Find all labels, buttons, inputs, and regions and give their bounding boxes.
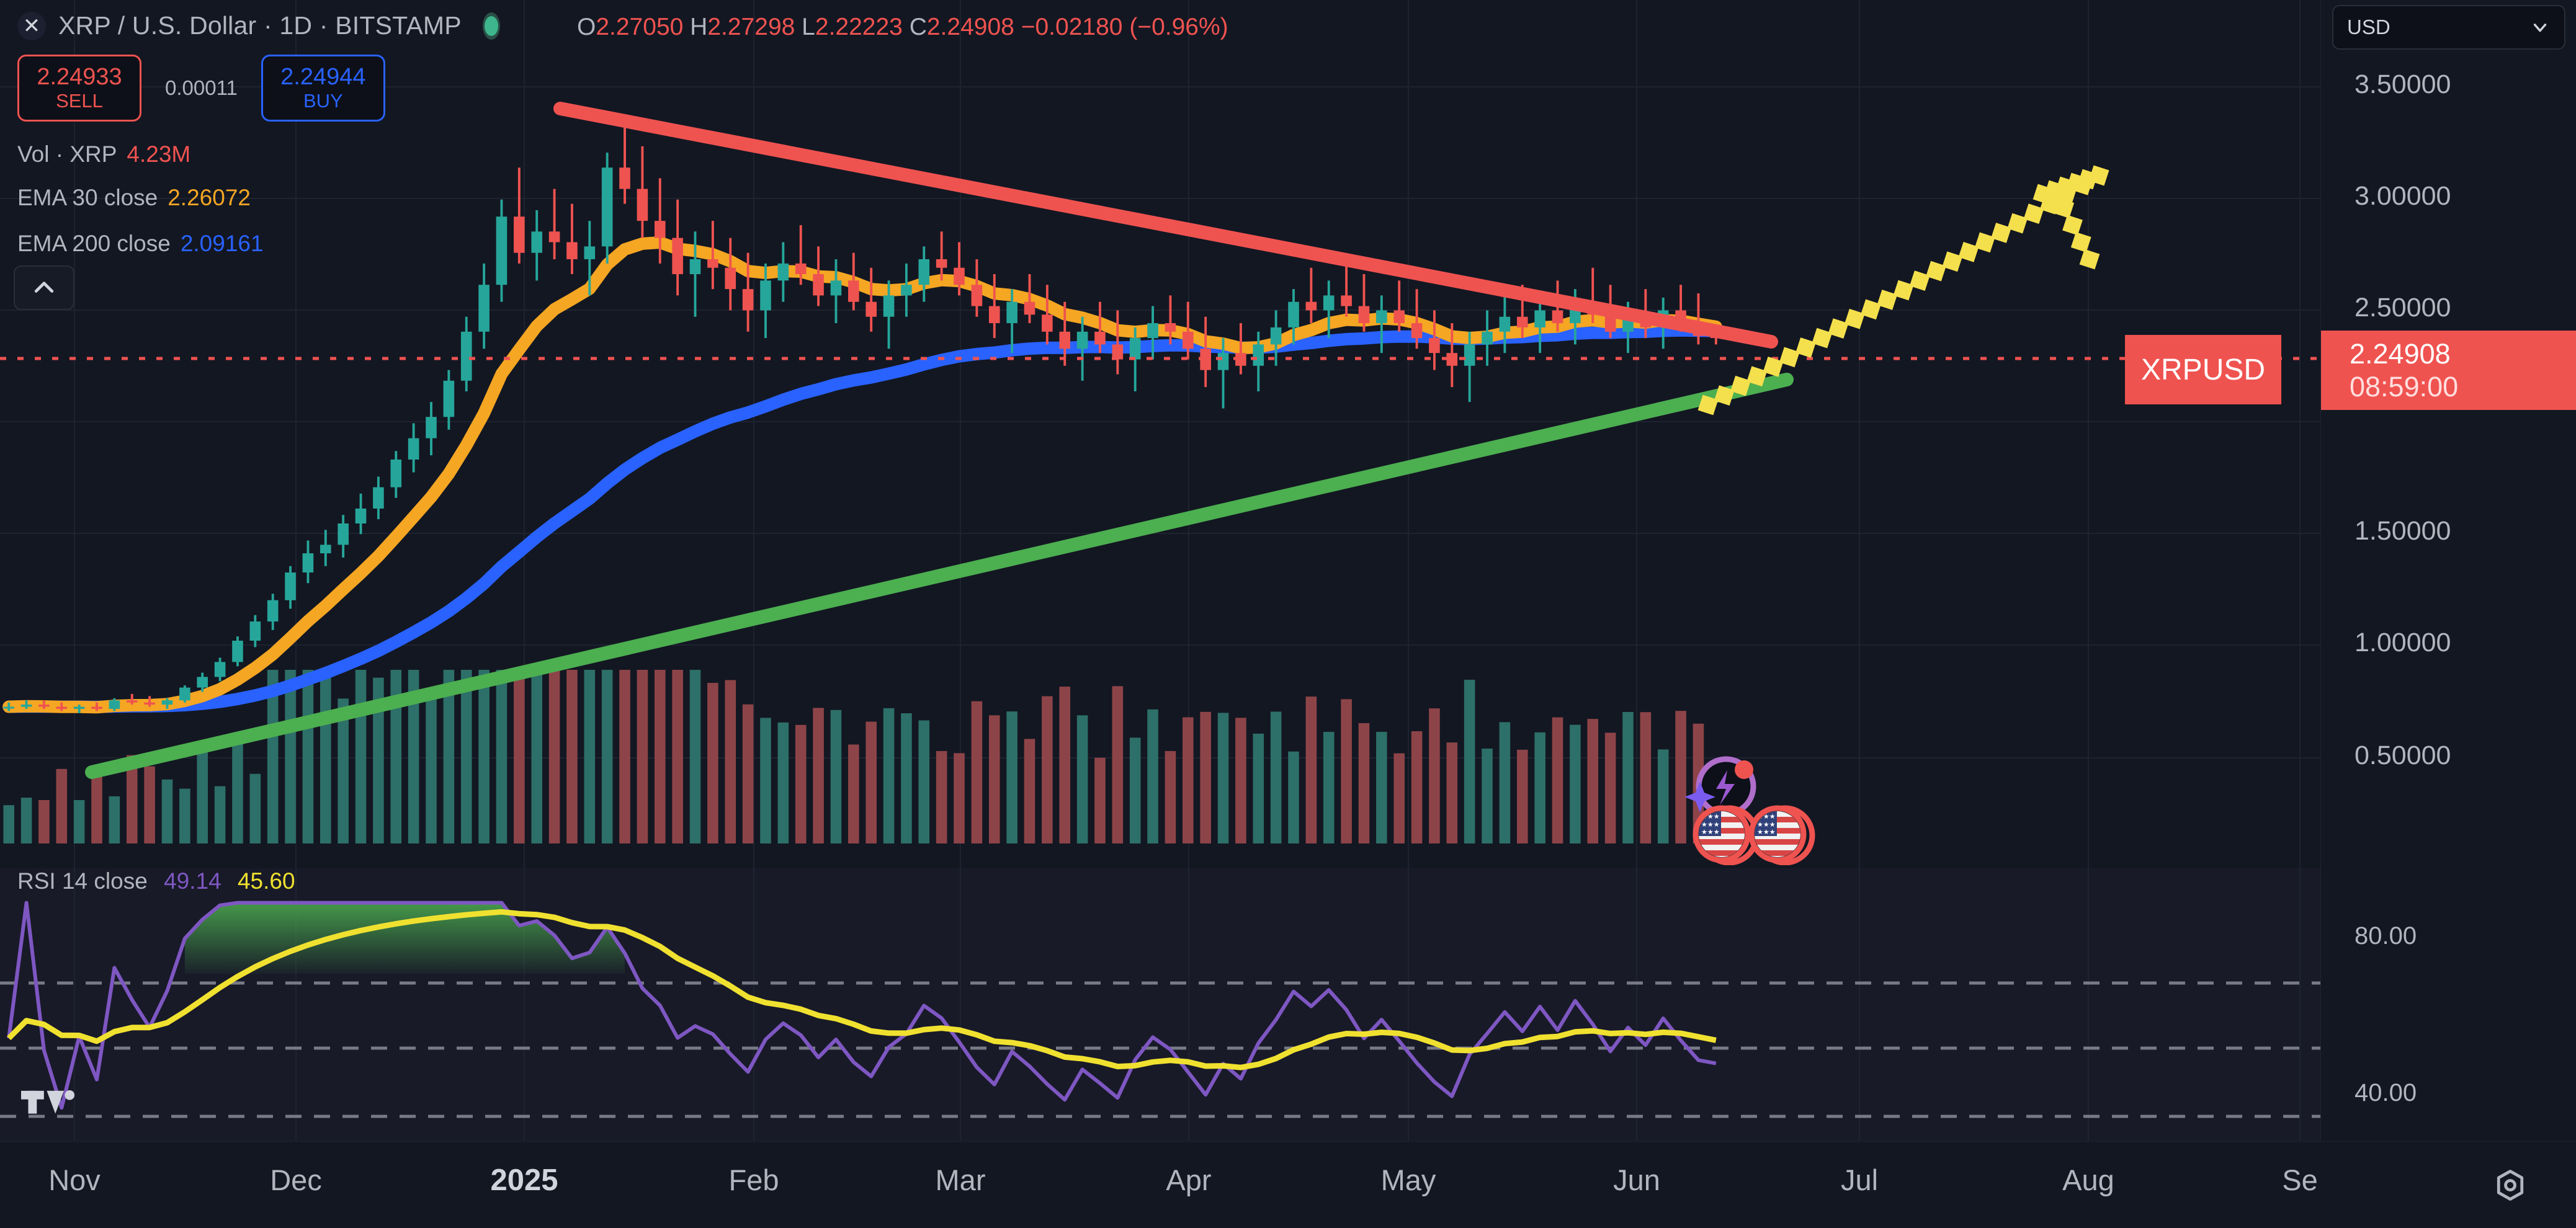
tradingview-logo — [21, 1090, 75, 1114]
xrp-icon: ✕ — [17, 11, 46, 40]
svg-text:★★★: ★★★ — [1701, 829, 1720, 836]
price-change: −0.02180 — [1021, 14, 1123, 40]
price-axis[interactable]: USD 3.50000 3.00000 2.50000 1.50000 1.00… — [2320, 0, 2576, 1228]
time-tick-apr: Apr — [1166, 1163, 1212, 1196]
price-change-percent: (−0.96%) — [1129, 14, 1228, 40]
rsi-label: RSI 14 close — [17, 868, 148, 894]
ascending-support-trendline[interactable] — [85, 373, 1794, 779]
time-tick-jun: Jun — [1613, 1163, 1660, 1196]
currency-select[interactable]: USD — [2332, 5, 2565, 50]
projection-path[interactable] — [1697, 165, 2109, 416]
svg-text:★★★: ★★★ — [1757, 829, 1776, 836]
spread-value: 0.00011 — [165, 76, 238, 99]
time-axis[interactable]: Nov Dec 2025 Feb Mar Apr May Jun Jul Aug… — [0, 1141, 2576, 1228]
buy-label: BUY — [303, 89, 343, 112]
market-status-indicator — [482, 12, 500, 40]
sell-button[interactable]: 2.24933 SELL — [17, 55, 141, 122]
buy-price: 2.24944 — [280, 64, 366, 91]
volume-label: Vol · XRP — [17, 141, 117, 167]
volume-bars — [3, 670, 1722, 843]
rsi-tick-80: 80.00 — [2355, 922, 2417, 950]
rsi-ma-line — [7, 909, 1717, 1070]
ema30-value: 2.26072 — [168, 185, 251, 210]
ema30-indicator-legend[interactable]: EMA 30 close 2.26072 — [17, 185, 251, 211]
rsi-indicator-legend[interactable]: RSI 14 close 49.14 45.60 — [17, 868, 295, 894]
svg-text:★★★: ★★★ — [1757, 821, 1776, 829]
svg-text:★★★: ★★★ — [1701, 821, 1720, 829]
low-key: L — [802, 14, 815, 40]
ema200-indicator-legend[interactable]: EMA 200 close 2.09161 — [17, 231, 264, 257]
gear-icon[interactable] — [2492, 1167, 2529, 1204]
ohlc-values: O2.27050 H2.27298 L2.22223 C2.24908 −0.0… — [577, 14, 1228, 41]
time-tick-feb: Feb — [728, 1163, 779, 1196]
descending-resistance-trendline[interactable] — [553, 102, 1778, 349]
symbol-price-tag: XRPUSD — [2125, 335, 2282, 404]
open-value: 2.27050 — [596, 14, 684, 40]
time-tick-dec: Dec — [270, 1163, 322, 1196]
low-value: 2.22223 — [815, 14, 903, 40]
symbol-title[interactable]: XRP / U.S. Dollar · 1D · BITSTAMP — [58, 11, 462, 40]
time-tick-aug: Aug — [2062, 1163, 2114, 1196]
buy-button[interactable]: 2.24944 BUY — [261, 55, 385, 122]
time-tick-mar: Mar — [935, 1163, 986, 1196]
rsi-value: 49.14 — [164, 868, 221, 894]
time-tick-may: May — [1380, 1163, 1436, 1196]
sell-price: 2.24933 — [37, 64, 122, 91]
trade-buttons: 2.24933 SELL 0.00011 2.24944 BUY — [17, 55, 385, 122]
ema30-label: EMA 30 close — [17, 185, 158, 210]
time-tick-jul: Jul — [1840, 1163, 1879, 1196]
sell-label: SELL — [56, 89, 103, 112]
rsi-line — [7, 901, 1717, 1110]
price-tick-3-50000: 3.50000 — [2355, 69, 2451, 99]
current-price-tag: 2.24908 08:59:00 — [2321, 331, 2576, 410]
ema-30-line — [2, 236, 1722, 714]
chevron-down-icon — [2533, 24, 2547, 32]
high-key: H — [690, 14, 708, 40]
us-flag-event-icon[interactable]: ★★★★★★★★★ — [1691, 803, 1760, 865]
close-key: C — [909, 14, 927, 40]
price-tick-0-50000: 0.50000 — [2355, 741, 2451, 770]
time-tick-sep: Se — [2282, 1163, 2318, 1196]
candlestick-series — [3, 114, 1722, 713]
ema-200-line — [2, 324, 1722, 713]
rsi-tick-40: 40.00 — [2355, 1079, 2417, 1106]
chevron-up-icon — [34, 282, 54, 293]
price-gridlines — [0, 86, 2320, 759]
price-tick-2-50000: 2.50000 — [2355, 293, 2451, 323]
volume-value: 4.23M — [127, 141, 191, 167]
symbol-tag-label: XRPUSD — [2141, 353, 2266, 386]
volume-indicator-legend[interactable]: Vol · XRP 4.23M — [17, 141, 190, 167]
close-value: 2.24908 — [926, 14, 1014, 40]
time-tick-2025: 2025 — [490, 1163, 558, 1197]
collapse-legend-button[interactable] — [14, 265, 74, 310]
high-value: 2.27298 — [707, 14, 795, 40]
bar-countdown: 08:59:00 — [2350, 371, 2459, 403]
price-tick-1-00000: 1.00000 — [2355, 628, 2451, 657]
symbol-row[interactable]: ✕ XRP / U.S. Dollar · 1D · BITSTAMP — [17, 11, 500, 40]
price-tick-3-00000: 3.00000 — [2355, 181, 2451, 211]
ema200-value: 2.09161 — [180, 231, 264, 256]
price-tick-1-50000: 1.50000 — [2355, 516, 2451, 546]
open-key: O — [577, 14, 596, 40]
time-tick-nov: Nov — [48, 1163, 101, 1196]
ema200-label: EMA 200 close — [17, 231, 171, 256]
currency-value: USD — [2347, 16, 2390, 38]
rsi-ma-value: 45.60 — [237, 868, 295, 894]
us-flag-event-icon-2[interactable]: ★★★★★★★★★ — [1746, 803, 1816, 865]
current-price-value: 2.24908 — [2350, 337, 2451, 370]
